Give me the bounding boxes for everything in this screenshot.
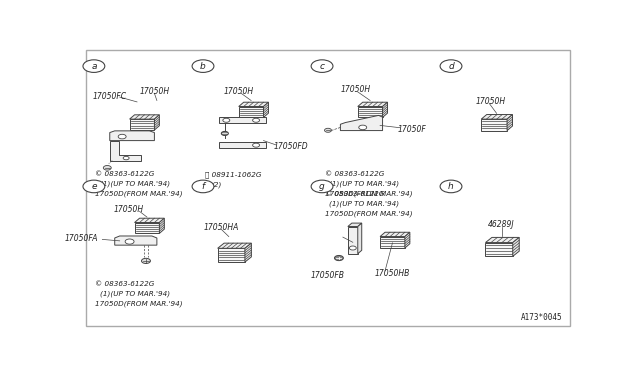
Polygon shape [486, 237, 519, 243]
Text: © 08363-6122G: © 08363-6122G [324, 170, 384, 177]
Text: 17050H: 17050H [114, 205, 144, 214]
Polygon shape [134, 218, 164, 222]
Text: 46289J: 46289J [488, 220, 515, 229]
Polygon shape [219, 117, 266, 124]
Polygon shape [264, 102, 269, 118]
Circle shape [335, 256, 344, 261]
Polygon shape [245, 243, 252, 262]
Text: A173*0045: A173*0045 [520, 314, 562, 323]
Polygon shape [507, 115, 513, 131]
Text: (1)(UP TO MAR.'94): (1)(UP TO MAR.'94) [100, 180, 170, 187]
Text: © 08363-6122G: © 08363-6122G [95, 281, 154, 287]
Text: b: b [200, 62, 206, 71]
Circle shape [103, 166, 111, 170]
Bar [358, 106, 383, 118]
Circle shape [83, 180, 105, 193]
Circle shape [221, 131, 228, 135]
Polygon shape [405, 232, 410, 248]
Text: 17050FB: 17050FB [310, 271, 344, 280]
Text: 17050H: 17050H [340, 85, 371, 94]
Circle shape [192, 180, 214, 193]
Polygon shape [383, 102, 388, 118]
Text: e: e [91, 182, 97, 191]
Circle shape [253, 143, 260, 147]
Text: 17050D(FROM MAR.'94): 17050D(FROM MAR.'94) [95, 301, 182, 307]
Text: 17050D(FROM MAR.'94): 17050D(FROM MAR.'94) [324, 211, 412, 217]
Circle shape [223, 118, 230, 122]
Text: (1)(UP TO MAR.'94): (1)(UP TO MAR.'94) [100, 291, 170, 297]
Polygon shape [358, 223, 362, 254]
Text: a: a [91, 62, 97, 71]
Polygon shape [154, 115, 159, 130]
Circle shape [118, 134, 126, 139]
Text: 17050FC: 17050FC [92, 92, 127, 101]
Text: 17050F: 17050F [397, 125, 426, 134]
Bar [129, 119, 154, 130]
Polygon shape [348, 223, 362, 227]
Circle shape [253, 118, 260, 122]
Polygon shape [110, 131, 154, 141]
Circle shape [349, 246, 356, 250]
Polygon shape [513, 237, 519, 256]
Text: 17050H: 17050H [140, 87, 170, 96]
Text: g: g [319, 182, 325, 191]
Bar [486, 243, 513, 256]
Text: (1)(UP TO MAR.'94): (1)(UP TO MAR.'94) [330, 180, 399, 187]
Circle shape [359, 125, 367, 130]
Bar [239, 106, 264, 118]
Text: 17050FA: 17050FA [65, 234, 99, 243]
Polygon shape [115, 236, 157, 245]
Text: 17050H: 17050H [476, 97, 506, 106]
Polygon shape [159, 218, 164, 233]
Circle shape [123, 156, 129, 160]
Text: 17050FD: 17050FD [273, 142, 308, 151]
Circle shape [125, 239, 134, 244]
Polygon shape [340, 115, 383, 131]
Circle shape [324, 128, 332, 132]
Polygon shape [380, 232, 410, 237]
Polygon shape [358, 102, 388, 106]
Text: d: d [448, 62, 454, 71]
Polygon shape [239, 102, 269, 106]
Bar [218, 248, 245, 262]
Text: © 08363-6122G: © 08363-6122G [324, 190, 384, 196]
Polygon shape [110, 141, 141, 161]
Circle shape [141, 258, 150, 263]
Text: 17050HB: 17050HB [375, 269, 410, 278]
Polygon shape [481, 115, 513, 119]
Text: 17050H: 17050H [224, 87, 254, 96]
Text: 17050D(FROM MAR.'94): 17050D(FROM MAR.'94) [95, 190, 182, 197]
Text: c: c [319, 62, 324, 71]
Circle shape [311, 180, 333, 193]
Text: f: f [202, 182, 205, 191]
Circle shape [192, 60, 214, 73]
Text: (2): (2) [212, 182, 222, 188]
Text: Ⓝ 08911-1062G: Ⓝ 08911-1062G [205, 171, 262, 178]
Circle shape [83, 60, 105, 73]
Text: h: h [448, 182, 454, 191]
Text: © 08363-6122G: © 08363-6122G [95, 170, 154, 177]
Bar [380, 237, 405, 248]
Text: 17050D(FROM MAR.'94): 17050D(FROM MAR.'94) [324, 190, 412, 197]
Polygon shape [348, 227, 358, 254]
Polygon shape [219, 142, 266, 148]
Bar [134, 222, 159, 233]
Polygon shape [129, 115, 159, 119]
Text: 17050HA: 17050HA [204, 222, 239, 232]
Circle shape [440, 60, 462, 73]
Bar [481, 119, 507, 131]
Polygon shape [218, 243, 252, 248]
Circle shape [440, 180, 462, 193]
Text: (1)(UP TO MAR.'94): (1)(UP TO MAR.'94) [330, 201, 399, 207]
Circle shape [311, 60, 333, 73]
